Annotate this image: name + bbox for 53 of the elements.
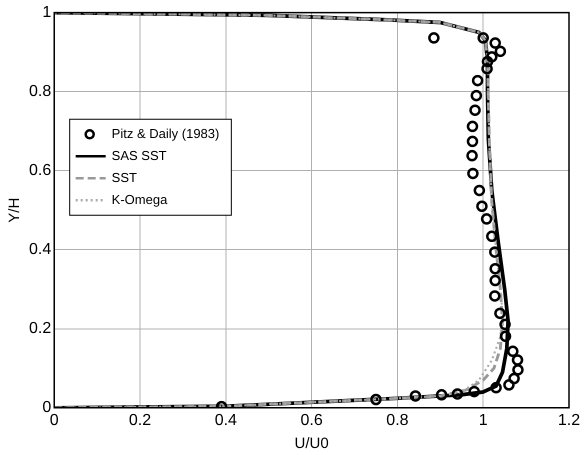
y-tick-label: 0.8 bbox=[28, 83, 52, 100]
point bbox=[452, 388, 464, 400]
x-tick-label: 0.2 bbox=[128, 412, 152, 429]
point bbox=[481, 62, 493, 74]
point bbox=[489, 290, 501, 302]
point bbox=[480, 213, 492, 225]
y-tick-label: 0.2 bbox=[28, 320, 52, 338]
point bbox=[469, 104, 481, 116]
point bbox=[468, 386, 480, 398]
point bbox=[476, 200, 488, 212]
x-tick-label: 0.8 bbox=[386, 412, 409, 429]
point bbox=[470, 90, 482, 102]
point bbox=[410, 390, 422, 402]
point bbox=[466, 136, 478, 148]
y-axis-title: Y/H bbox=[6, 198, 24, 223]
point bbox=[428, 32, 440, 44]
point bbox=[500, 330, 512, 342]
point bbox=[494, 308, 506, 320]
point bbox=[466, 150, 478, 162]
point bbox=[474, 184, 486, 196]
point bbox=[494, 46, 506, 58]
x-tick-label: 0.4 bbox=[214, 412, 238, 429]
point bbox=[467, 168, 479, 180]
x-axis-title: U/U0 bbox=[294, 435, 329, 452]
legend-label: Pitz & Daily (1983) bbox=[112, 126, 220, 141]
point bbox=[436, 389, 448, 401]
point bbox=[512, 364, 524, 376]
point bbox=[508, 372, 520, 384]
point bbox=[490, 382, 502, 394]
point bbox=[499, 318, 511, 330]
point bbox=[489, 274, 501, 286]
point bbox=[486, 51, 498, 63]
y-tick-label: 1 bbox=[42, 4, 52, 22]
point bbox=[370, 394, 382, 406]
point bbox=[466, 120, 478, 132]
point bbox=[486, 230, 498, 242]
y-tick-label: 0 bbox=[42, 399, 52, 416]
x-tick-label: 0.6 bbox=[300, 412, 323, 429]
point bbox=[512, 354, 524, 366]
point bbox=[503, 379, 515, 391]
legend-label: SST bbox=[112, 170, 138, 185]
y-tick-label: 0.4 bbox=[28, 241, 52, 258]
point bbox=[472, 74, 484, 86]
y-tick-label: 0.6 bbox=[28, 162, 52, 180]
x-tick-label: 1 bbox=[478, 412, 488, 429]
point bbox=[482, 56, 494, 68]
point bbox=[489, 262, 501, 274]
point bbox=[477, 32, 489, 44]
legend-label: SAS SST bbox=[112, 148, 167, 163]
legend-label: K-Omega bbox=[112, 192, 168, 207]
point bbox=[507, 346, 519, 358]
point bbox=[489, 37, 501, 49]
x-tick-label: 1.2 bbox=[558, 412, 580, 429]
